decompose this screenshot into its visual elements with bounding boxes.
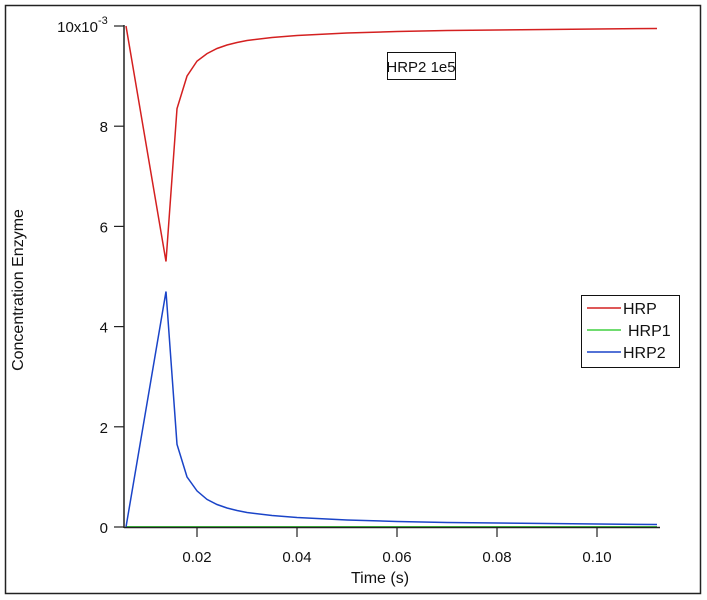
- y-exponent-label: -3: [98, 15, 108, 27]
- y-tick-label: 4: [100, 320, 108, 337]
- y-tick-label: 0: [100, 520, 108, 537]
- annotation-text: HRP2 1e5: [386, 59, 455, 76]
- legend-label-hrp1: HRP1: [628, 323, 671, 340]
- x-tick-label: 0.02: [182, 549, 211, 566]
- x-axis-label: Time (s): [351, 570, 409, 587]
- y-tick-label: 2: [100, 420, 108, 437]
- x-tick-label: 0.10: [582, 549, 611, 566]
- legend-label-hrp2: HRP2: [623, 345, 666, 362]
- series-line-hrp2: [125, 291, 658, 528]
- x-tick-label: 0.04: [282, 549, 311, 566]
- axes: 0 2 4 6 8 10x10 -3 0.02 0.04 0.06 0.08 0.10: [57, 15, 660, 566]
- legend-label-hrp: HRP: [623, 301, 657, 318]
- y-tick-label: 8: [100, 119, 108, 136]
- x-tick-label: 0.06: [382, 549, 411, 566]
- series-line-hrp: [125, 25, 658, 262]
- x-tick-label: 0.08: [482, 549, 511, 566]
- legend: HRP HRP1 HRP2: [581, 295, 680, 368]
- annotation-box: HRP2 1e5: [386, 52, 456, 80]
- y-axis-label: Concentration Enzyme: [10, 209, 27, 371]
- y-tick-label: 6: [100, 219, 108, 236]
- y-tick-label: 10x10: [57, 19, 98, 36]
